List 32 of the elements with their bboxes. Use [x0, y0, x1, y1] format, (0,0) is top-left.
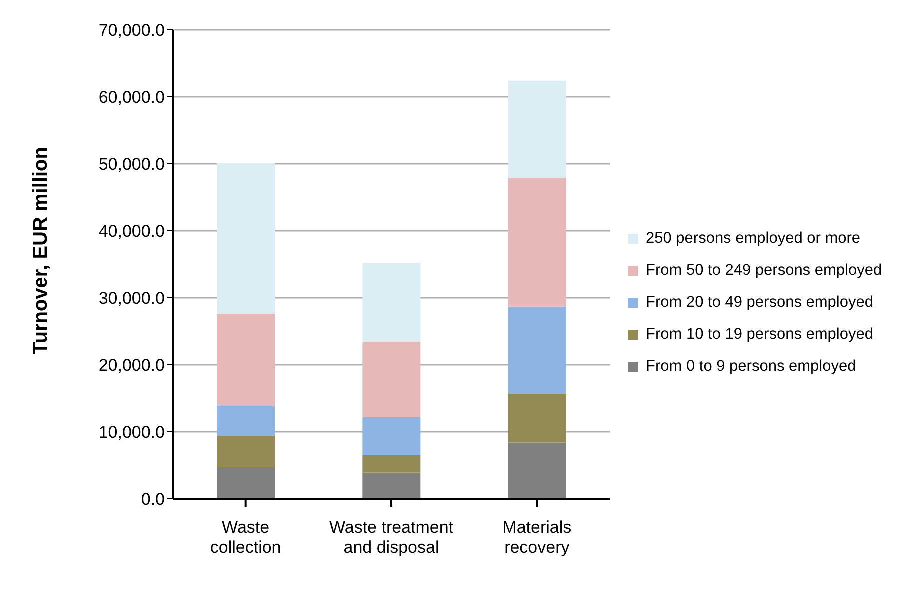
bar — [362, 263, 421, 342]
bar — [217, 163, 275, 314]
legend-label: From 20 to 49 persons employed — [646, 294, 874, 312]
y-tick-label: 20,000.0 — [98, 356, 165, 376]
bar — [217, 406, 275, 436]
y-axis-title: Turnover, EUR million — [30, 147, 52, 354]
bar — [217, 314, 275, 407]
y-tick-label: 10,000.0 — [98, 423, 165, 442]
legend-label: 250 persons employed or more — [646, 230, 861, 248]
bar — [217, 468, 275, 499]
bar — [508, 394, 566, 443]
legend-label: From 0 to 9 persons employed — [646, 358, 856, 376]
x-tick-label: Materials recovery — [502, 518, 572, 557]
legend-label: From 50 to 249 persons employed — [646, 262, 882, 280]
y-tick-label: 70,000.0 — [98, 21, 165, 40]
x-tick-label: Waste treatment and disposal — [329, 518, 454, 557]
y-tick-label: 50,000.0 — [98, 155, 165, 174]
y-tick-label: 40,000.0 — [98, 222, 165, 242]
bar — [508, 178, 566, 307]
bar — [508, 306, 566, 394]
bar — [362, 472, 421, 499]
bar — [362, 342, 421, 418]
y-tick-label: 30,000.0 — [98, 289, 165, 308]
y-tick-label: 60,000.0 — [98, 88, 165, 108]
x-tick-label: Waste collection — [210, 518, 282, 557]
bar — [362, 455, 421, 473]
bar — [508, 80, 566, 178]
y-tick-label: 0.0 — [141, 490, 165, 510]
bar — [508, 442, 566, 499]
bar — [217, 436, 275, 468]
bar — [362, 417, 421, 456]
legend-label: From 10 to 19 persons employed — [646, 326, 874, 344]
